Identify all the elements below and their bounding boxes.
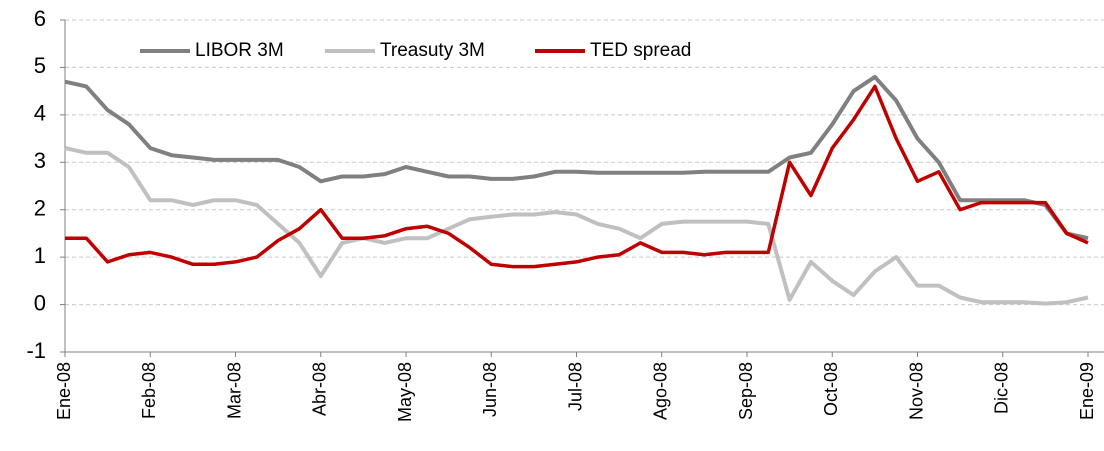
y-tick-label: 2 — [34, 196, 46, 221]
x-tick-label: Abr-08 — [310, 362, 330, 416]
line-series — [64, 74, 1089, 241]
x-tick-label: May-08 — [395, 362, 415, 422]
y-tick-label: 1 — [34, 243, 46, 268]
x-tick-label: Jun-08 — [480, 362, 500, 417]
x-tick-label: Ago-08 — [651, 362, 671, 420]
legend-label: LIBOR 3M — [195, 40, 284, 61]
x-tick-label: Ene-09 — [1077, 362, 1097, 420]
y-tick-label: 6 — [34, 6, 46, 31]
x-tick-label: Jul-08 — [565, 362, 585, 411]
x-tick-label: Mar-08 — [224, 362, 244, 419]
y-tick-label: 5 — [34, 53, 46, 78]
y-tick-label: 3 — [34, 148, 46, 173]
y-tick-label: 0 — [34, 290, 46, 315]
x-tick-label: Sep-08 — [736, 362, 756, 420]
y-tick-label: 4 — [34, 101, 46, 126]
x-tick-label: Ene-08 — [54, 362, 74, 420]
legend-label: TED spread — [590, 40, 691, 61]
x-tick-label: Feb-08 — [139, 362, 159, 419]
legend-label: Treasuty 3M — [380, 40, 485, 61]
x-tick-label: Nov-08 — [906, 362, 926, 420]
y-tick-label: -1 — [26, 338, 46, 363]
line-series — [64, 146, 1089, 306]
x-tick-label: Dic-08 — [992, 362, 1012, 414]
x-tick-label: Oct-08 — [821, 362, 841, 416]
line-series — [65, 84, 1089, 269]
